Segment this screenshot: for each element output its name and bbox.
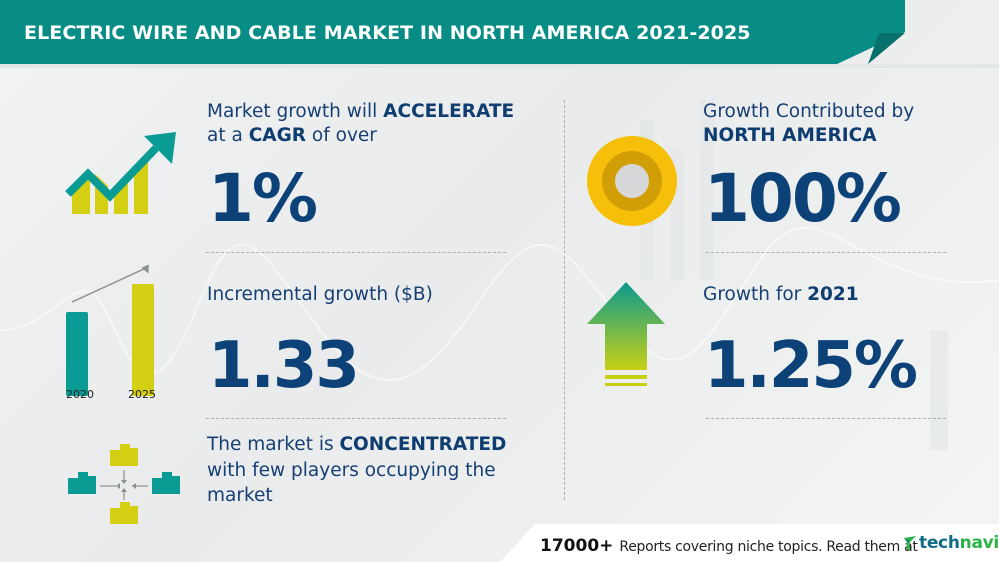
divider-left-2: [206, 418, 506, 419]
bar-label-2025: 2025: [128, 388, 156, 401]
year-emphasis: 2021: [807, 284, 859, 305]
incremental-growth-label: Incremental growth ($B): [207, 284, 433, 305]
header-underline: [0, 64, 999, 68]
yoy-growth-value: 1.25%: [704, 329, 918, 403]
cagr-emphasis: CAGR: [248, 125, 307, 147]
concentrated-emphasis: CONCENTRATED: [339, 434, 507, 455]
divider-right-2: [706, 418, 946, 419]
donut-icon: [587, 136, 677, 226]
up-arrow-icon: [587, 282, 665, 386]
technavio-flag-icon: [904, 536, 916, 550]
report-count: 17000+: [540, 536, 614, 556]
page-title: ELECTRIC WIRE AND CABLE MARKET IN NORTH …: [24, 22, 751, 44]
column-divider: [564, 100, 565, 500]
footer-bar: [500, 524, 999, 562]
technavio-logo[interactable]: technavio: [903, 533, 999, 553]
bar-label-2020: 2020: [66, 388, 94, 401]
footer-promo: 17000+ Reports covering niche topics. Rea…: [540, 536, 918, 556]
divider-right-1: [706, 252, 946, 253]
accelerate-emphasis: ACCELERATE: [383, 101, 515, 122]
growth-chart-arrow-icon: [65, 132, 176, 214]
incremental-growth-value: 1.33: [208, 329, 360, 403]
divider-left-1: [206, 252, 506, 253]
concentration-label: The market is CONCENTRATED with few play…: [207, 434, 507, 507]
north-america-emphasis: NORTH AMERICA: [703, 125, 877, 147]
region-label: Growth Contributed by NORTH AMERICA: [703, 101, 915, 147]
cagr-value: 1%: [208, 160, 318, 237]
header-banner: [0, 0, 905, 64]
buildings-converging-icon: [68, 444, 180, 524]
bar-comparison-icon: [66, 264, 154, 396]
yoy-growth-label: Growth for 2021: [703, 284, 859, 305]
cagr-label: Market growth will ACCELERATE at a CAGR …: [207, 101, 515, 147]
region-contribution-value: 100%: [704, 160, 902, 237]
